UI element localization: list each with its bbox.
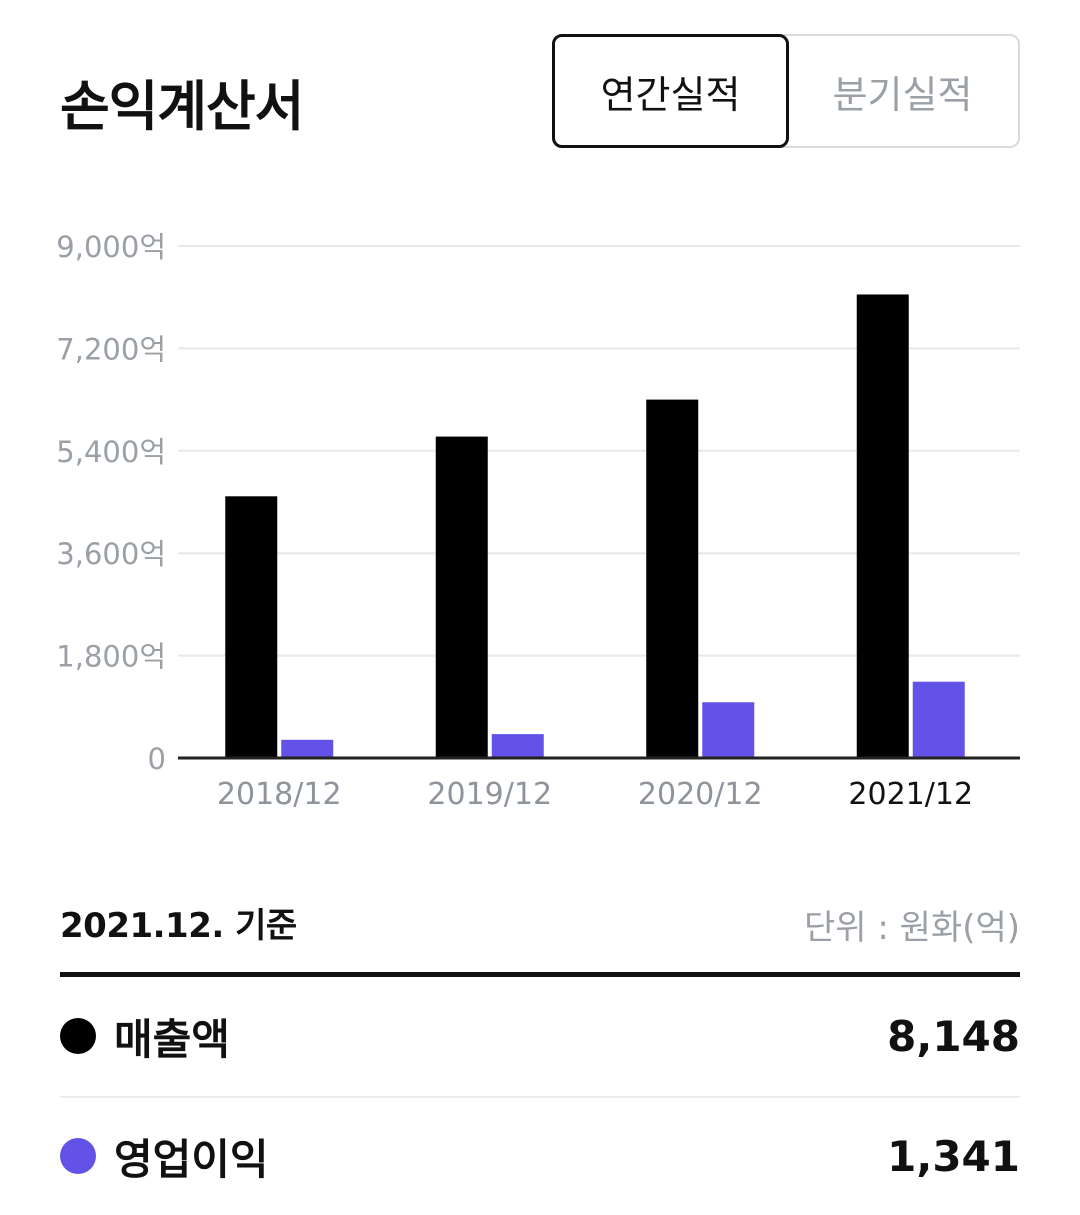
legend-dot-operating-profit (60, 1138, 96, 1174)
bar-revenue (856, 294, 909, 758)
page-title: 손익계산서 (60, 75, 304, 138)
legend-dot-revenue (60, 1018, 96, 1054)
bar-revenue (646, 399, 699, 758)
revenue-value: 8,148 (887, 1011, 1020, 1061)
operating-profit-value: 1,341 (887, 1131, 1020, 1181)
summary-row-revenue: 매출액 8,148 (60, 996, 1020, 1076)
y-tick-label: 1,800억 (56, 640, 166, 674)
y-tick-label: 3,600억 (56, 537, 166, 571)
y-tick-label: 9,000억 (56, 230, 166, 264)
y-tick-label: 5,400억 (56, 435, 166, 469)
bar-revenue (225, 496, 278, 758)
row-divider (60, 1096, 1020, 1098)
x-tick-label: 2018/12 (217, 777, 342, 812)
period-toggle: 연간실적 분기실적 (552, 34, 1020, 148)
income-bar-chart: 0 1,800억 3,600억 5,400억 7,200억 9,000억 2018/12 20… (56, 230, 1020, 812)
bar-operating-profit (491, 734, 544, 758)
y-tick-label: 0 (148, 742, 166, 776)
bar-operating-profit (702, 702, 755, 758)
x-tick-label: 2021/12 (848, 777, 973, 812)
y-tick-label: 7,200억 (56, 332, 166, 366)
divider (60, 972, 1020, 977)
basis-date: 2021.12. 기준 (60, 906, 297, 946)
bar-operating-profit (912, 681, 965, 758)
x-tick-label: 2019/12 (427, 777, 552, 812)
bar-revenue (435, 436, 488, 758)
x-tick-label: 2020/12 (638, 777, 763, 812)
summary-row-operating-profit: 영업이익 1,341 (60, 1116, 1020, 1196)
tab-quarterly[interactable]: 분기실적 (832, 72, 973, 117)
revenue-label: 매출액 (114, 1014, 230, 1064)
bar-operating-profit (281, 739, 334, 758)
unit-label: 단위 : 원화(억) (804, 908, 1020, 948)
operating-profit-label: 영업이익 (114, 1134, 269, 1184)
tab-annual[interactable]: 연간실적 (552, 34, 789, 148)
